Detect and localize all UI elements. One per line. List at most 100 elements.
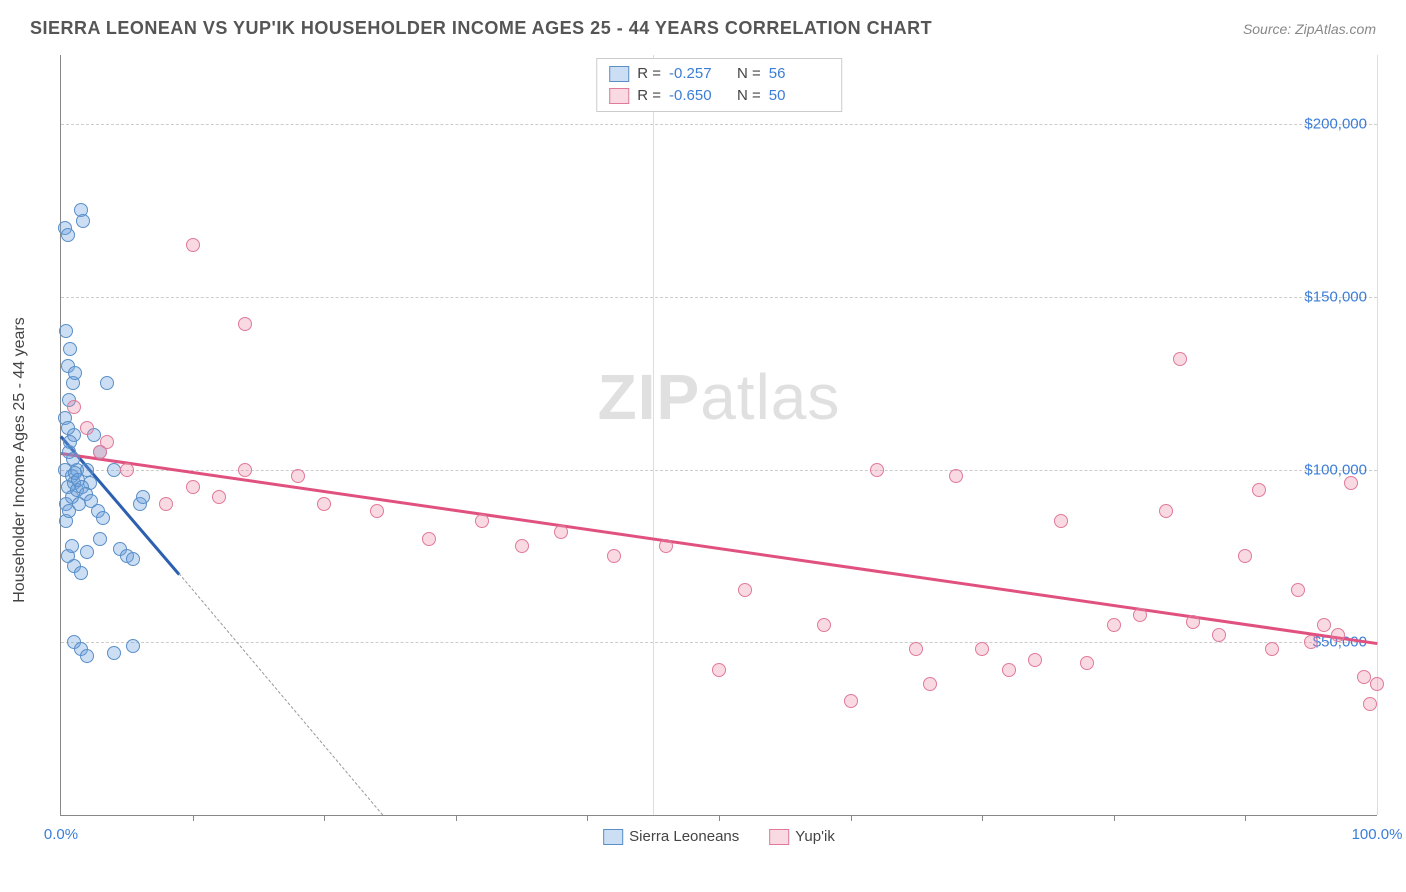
scatter-point bbox=[1054, 514, 1068, 528]
scatter-point bbox=[67, 400, 81, 414]
scatter-point bbox=[80, 421, 94, 435]
scatter-point bbox=[317, 497, 331, 511]
series-swatch bbox=[609, 88, 629, 104]
x-tick-label: 100.0% bbox=[1352, 826, 1403, 843]
scatter-point bbox=[100, 376, 114, 390]
scatter-point bbox=[1238, 549, 1252, 563]
legend-label: Sierra Leoneans bbox=[629, 828, 739, 845]
scatter-point bbox=[1265, 642, 1279, 656]
scatter-point bbox=[1317, 618, 1331, 632]
scatter-point bbox=[136, 490, 150, 504]
scatter-point bbox=[1028, 653, 1042, 667]
legend-item: Yup'ik bbox=[769, 828, 835, 845]
scatter-point bbox=[107, 646, 121, 660]
scatter-point bbox=[554, 525, 568, 539]
scatter-point bbox=[1363, 697, 1377, 711]
scatter-point bbox=[1357, 670, 1371, 684]
x-tick-mark bbox=[851, 815, 852, 821]
scatter-point bbox=[65, 539, 79, 553]
n-value: 56 bbox=[769, 63, 829, 85]
scatter-point bbox=[80, 545, 94, 559]
legend-swatch bbox=[769, 829, 789, 845]
x-tick-mark bbox=[982, 815, 983, 821]
scatter-point bbox=[212, 490, 226, 504]
scatter-point bbox=[159, 497, 173, 511]
scatter-point bbox=[712, 663, 726, 677]
scatter-point bbox=[949, 469, 963, 483]
gridline-v bbox=[653, 55, 654, 815]
scatter-point bbox=[96, 511, 110, 525]
scatter-point bbox=[475, 514, 489, 528]
gridline-h bbox=[61, 470, 1377, 471]
scatter-point bbox=[291, 469, 305, 483]
n-label: N = bbox=[737, 85, 761, 107]
scatter-point bbox=[126, 639, 140, 653]
correlation-stats-box: R =-0.257N =56R =-0.650N =50 bbox=[596, 58, 842, 112]
scatter-point bbox=[107, 463, 121, 477]
y-tick-label: $100,000 bbox=[1304, 461, 1367, 478]
scatter-point bbox=[76, 214, 90, 228]
plot-container: Householder Income Ages 25 - 44 years ZI… bbox=[30, 55, 1376, 865]
r-value: -0.650 bbox=[669, 85, 729, 107]
scatter-point bbox=[844, 694, 858, 708]
scatter-point bbox=[238, 463, 252, 477]
scatter-point bbox=[61, 421, 75, 435]
scatter-point bbox=[515, 539, 529, 553]
scatter-point bbox=[1212, 628, 1226, 642]
scatter-point bbox=[975, 642, 989, 656]
series-swatch bbox=[609, 66, 629, 82]
scatter-point bbox=[909, 642, 923, 656]
scatter-point bbox=[817, 618, 831, 632]
stats-row: R =-0.650N =50 bbox=[609, 85, 829, 107]
r-value: -0.257 bbox=[669, 63, 729, 85]
scatter-point bbox=[1159, 504, 1173, 518]
scatter-point bbox=[1173, 352, 1187, 366]
chart-source: Source: ZipAtlas.com bbox=[1243, 21, 1376, 37]
y-tick-label: $150,000 bbox=[1304, 288, 1367, 305]
scatter-point bbox=[186, 480, 200, 494]
legend-swatch bbox=[603, 829, 623, 845]
n-label: N = bbox=[737, 63, 761, 85]
scatter-point bbox=[1186, 615, 1200, 629]
scatter-point bbox=[422, 532, 436, 546]
scatter-point bbox=[59, 324, 73, 338]
scatter-point bbox=[1107, 618, 1121, 632]
chart-title: SIERRA LEONEAN VS YUP'IK HOUSEHOLDER INC… bbox=[30, 18, 932, 39]
x-tick-mark bbox=[324, 815, 325, 821]
x-tick-mark bbox=[456, 815, 457, 821]
y-tick-label: $200,000 bbox=[1304, 116, 1367, 133]
scatter-point bbox=[923, 677, 937, 691]
scatter-point bbox=[74, 566, 88, 580]
r-label: R = bbox=[637, 63, 661, 85]
legend-item: Sierra Leoneans bbox=[603, 828, 739, 845]
trend-line-extrapolation bbox=[179, 573, 384, 815]
x-tick-mark bbox=[587, 815, 588, 821]
scatter-point bbox=[93, 532, 107, 546]
scatter-point bbox=[1252, 483, 1266, 497]
scatter-point bbox=[1291, 583, 1305, 597]
scatter-point bbox=[63, 435, 77, 449]
scatter-point bbox=[1331, 628, 1345, 642]
x-tick-label: 0.0% bbox=[44, 826, 78, 843]
gridline-h bbox=[61, 642, 1377, 643]
scatter-point bbox=[63, 342, 77, 356]
scatter-point bbox=[186, 238, 200, 252]
scatter-point bbox=[100, 435, 114, 449]
scatter-point bbox=[61, 228, 75, 242]
chart-header: SIERRA LEONEAN VS YUP'IK HOUSEHOLDER INC… bbox=[30, 18, 1376, 39]
scatter-point bbox=[120, 463, 134, 477]
x-tick-mark bbox=[1245, 815, 1246, 821]
legend-label: Yup'ik bbox=[795, 828, 835, 845]
scatter-point bbox=[68, 366, 82, 380]
scatter-point bbox=[607, 549, 621, 563]
n-value: 50 bbox=[769, 85, 829, 107]
scatter-point bbox=[1133, 608, 1147, 622]
scatter-point bbox=[870, 463, 884, 477]
gridline-h bbox=[61, 297, 1377, 298]
watermark: ZIPatlas bbox=[598, 360, 841, 434]
scatter-point bbox=[1304, 635, 1318, 649]
y-axis-label: Householder Income Ages 25 - 44 years bbox=[11, 317, 29, 603]
scatter-point bbox=[1370, 677, 1384, 691]
scatter-point bbox=[126, 552, 140, 566]
scatter-point bbox=[738, 583, 752, 597]
